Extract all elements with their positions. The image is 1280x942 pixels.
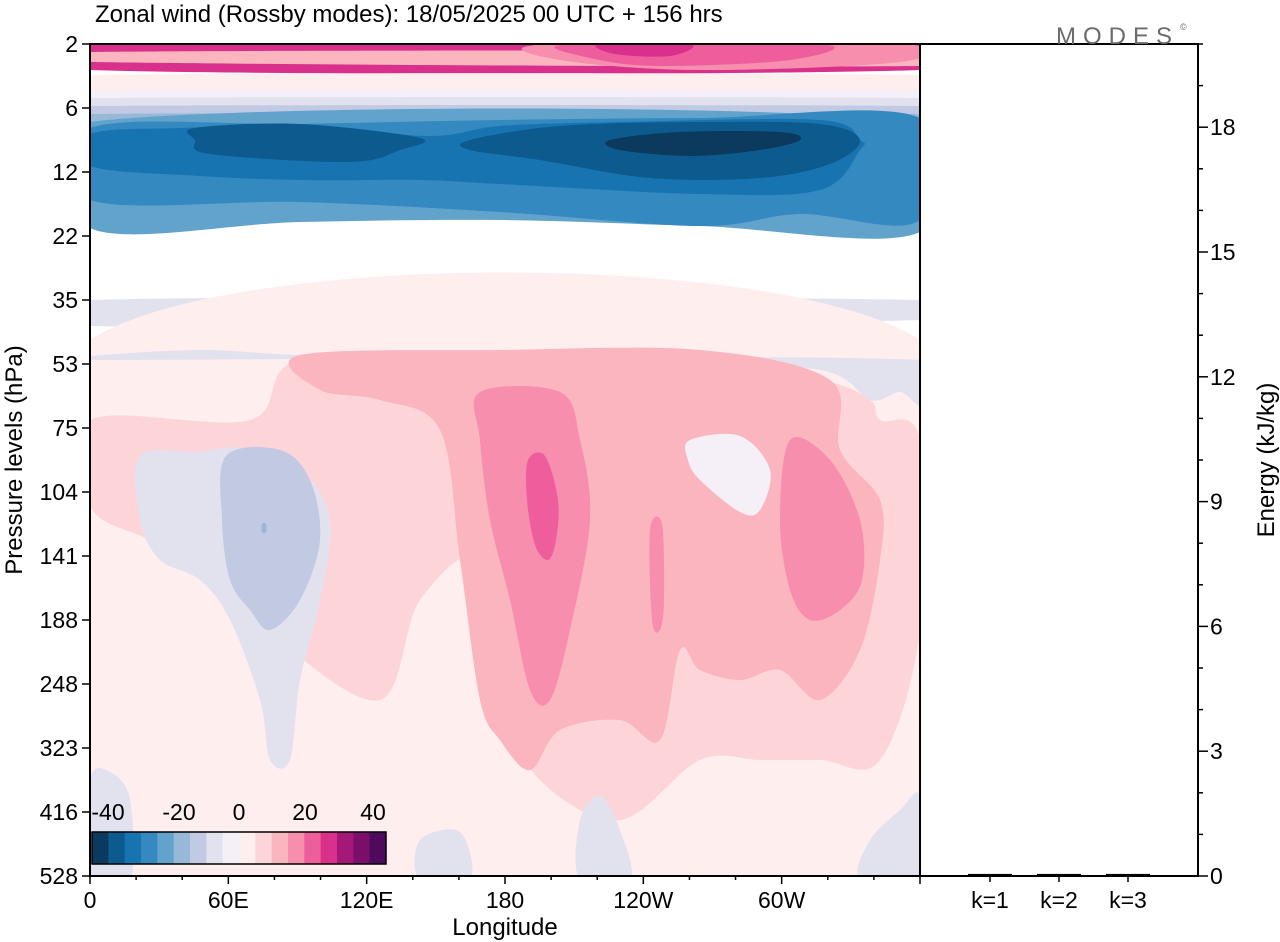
contour-region-24 xyxy=(525,452,559,561)
colorbar-swatch xyxy=(304,832,322,864)
colorbar-tick-label: -40 xyxy=(91,799,124,825)
contour-region-31 xyxy=(575,795,632,876)
colorbar-swatch xyxy=(157,832,175,864)
y-tick-label: 35 xyxy=(52,287,78,313)
longitude-axis: 0 60E 120E 180 120W 60W xyxy=(84,876,921,913)
energy-bar-label: k=2 xyxy=(1040,887,1078,913)
contour-region-6 xyxy=(90,89,920,99)
contour-map xyxy=(90,44,920,876)
y-tick-label: 323 xyxy=(40,735,78,761)
contour-region-4 xyxy=(595,44,694,57)
colorbar-swatch xyxy=(369,832,387,864)
contour-region-32 xyxy=(857,792,920,876)
x-tick-label: 60E xyxy=(208,887,249,913)
energy-bar-k=2 xyxy=(1037,873,1081,876)
y-tick-label: 141 xyxy=(40,543,78,569)
x-tick-label: 180 xyxy=(486,887,524,913)
energy-axis: 0 3 6 9 12 15 18 xyxy=(1198,43,1236,889)
x-tick-label: 0 xyxy=(84,887,97,913)
contour-region-30 xyxy=(414,829,473,876)
energy-tick-label: 9 xyxy=(1210,489,1223,515)
energy-tick-label: 15 xyxy=(1210,239,1236,265)
energy-bar-k=3 xyxy=(1106,873,1150,876)
y-tick-label: 104 xyxy=(40,479,79,505)
x-tick-label: 60W xyxy=(758,887,806,913)
contour-region-25 xyxy=(685,433,771,516)
y-tick-label: 6 xyxy=(65,95,78,121)
colorbar-swatch xyxy=(108,832,126,864)
energy-tick-label: 0 xyxy=(1210,863,1223,889)
colorbar-swatch xyxy=(337,832,354,864)
colorbar-swatch xyxy=(190,832,207,864)
energy-bar-label: k=3 xyxy=(1109,887,1147,913)
colorbar-tick-label: 20 xyxy=(292,799,318,825)
contour-region-7 xyxy=(90,97,920,107)
colorbar-frame xyxy=(91,831,387,865)
colorbar-swatch xyxy=(173,832,191,864)
colorbar-swatch xyxy=(353,832,371,864)
contour-region-13 xyxy=(186,123,426,163)
energy-bars: k=1 k=2 k=3 xyxy=(968,873,1150,913)
energy-axis-label: Energy (kJ/kg) xyxy=(1253,383,1280,538)
energy-tick-label: 6 xyxy=(1210,613,1223,639)
energy-tick-label: 18 xyxy=(1210,114,1236,140)
modes-logo-mark: © xyxy=(1180,22,1187,32)
colorbar-tick-label: -20 xyxy=(162,799,195,825)
colorbar-tick-label: 40 xyxy=(360,799,386,825)
energy-bar-k=1 xyxy=(968,873,1012,876)
modes-logo: MODES xyxy=(1056,23,1179,50)
contour-region-27 xyxy=(220,446,321,631)
colorbar-swatch xyxy=(288,832,305,864)
y-tick-label: 53 xyxy=(52,351,78,377)
colorbar-swatch xyxy=(206,832,224,864)
x-tick-label: 120W xyxy=(613,887,673,913)
y-tick-label: 75 xyxy=(52,415,78,441)
contour-region-28 xyxy=(261,523,267,533)
colorbar-swatch xyxy=(320,832,338,864)
y-tick-label: 12 xyxy=(52,159,78,185)
y-tick-label: 248 xyxy=(40,671,78,697)
colorbar-swatch xyxy=(141,832,158,864)
colorbar-tick-label: 0 xyxy=(233,799,246,825)
energy-tick-label: 3 xyxy=(1210,738,1223,764)
y-tick-label: 416 xyxy=(40,799,78,825)
y-tick-label: 22 xyxy=(52,223,78,249)
contour-region-22 xyxy=(649,516,665,633)
contour-region-18 xyxy=(90,349,920,406)
colorbar-swatch xyxy=(255,832,273,864)
y-tick-label: 528 xyxy=(40,863,78,889)
contour-region-5 xyxy=(90,73,920,92)
pressure-axis: 2 6 12 22 35 53 75 104 141 188 248 323 416 528 xyxy=(40,31,90,889)
colorbar-swatch xyxy=(92,832,109,864)
colorbar-swatch xyxy=(124,832,142,864)
energy-tick-label: 12 xyxy=(1210,364,1236,390)
colorbar-swatch xyxy=(271,832,289,864)
contour-region-23 xyxy=(780,436,865,621)
y-tick-label: 188 xyxy=(40,607,78,633)
energy-bar-label: k=1 xyxy=(971,887,1009,913)
contour-region-21 xyxy=(473,386,591,706)
y-tick-label: 2 xyxy=(65,31,78,57)
colorbar-swatch xyxy=(222,832,240,864)
chart-title: Zonal wind (Rossby modes): 18/05/2025 00… xyxy=(95,1,723,28)
colorbar-swatch xyxy=(239,832,256,864)
colorbar: -40 -20 0 20 40 xyxy=(91,799,387,865)
x-axis-label: Longitude xyxy=(452,914,557,941)
y-axis-label: Pressure levels (hPa) xyxy=(1,345,28,574)
x-tick-label: 120E xyxy=(340,887,394,913)
contour-region-15 xyxy=(605,131,802,156)
